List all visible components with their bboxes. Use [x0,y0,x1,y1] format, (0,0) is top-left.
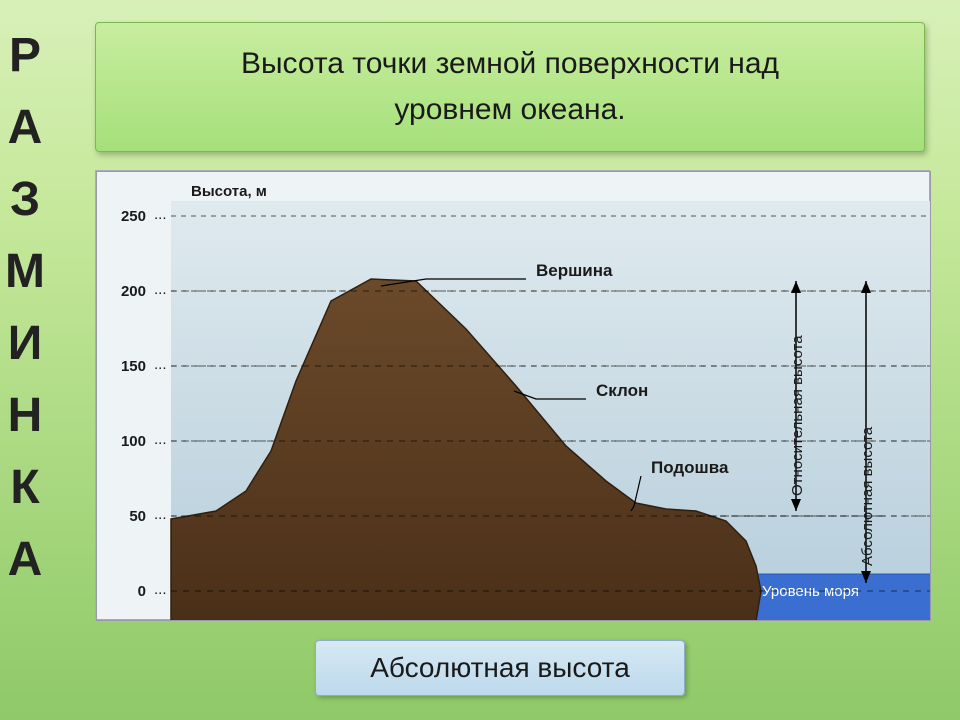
vertical-title-letter: К [5,452,45,524]
title-line-1: Высота точки земной поверхности над [241,47,779,81]
svg-text:150: 150 [121,358,146,375]
answer-text: Абсолютная высота [370,652,630,684]
svg-text:...: ... [154,206,167,223]
svg-text:Высота, м: Высота, м [191,183,267,200]
svg-text:Подошва: Подошва [651,458,729,477]
svg-text:100: 100 [121,433,146,450]
svg-text:0: 0 [138,583,146,600]
svg-text:...: ... [154,506,167,523]
svg-text:Относительная высота: Относительная высота [789,335,806,496]
vertical-title-letter: Р [5,20,45,92]
svg-text:Абсолютная высота: Абсолютная высота [859,426,876,566]
title-line-2: уровнем океана. [394,93,625,127]
title-box: Высота точки земной поверхности над уров… [95,22,925,152]
vertical-title-letter: З [5,164,45,236]
vertical-title-letter: А [5,524,45,596]
vertical-title: РАЗМИНКА [5,20,45,596]
svg-text:50: 50 [129,508,146,525]
vertical-title-letter: А [5,92,45,164]
hill-diagram: Уровень моряВысота, м0...50...100...150.… [96,171,931,621]
svg-text:Склон: Склон [596,381,648,400]
answer-box: Абсолютная высота [315,640,685,696]
vertical-title-letter: М [5,236,45,308]
vertical-title-letter: И [5,308,45,380]
svg-text:...: ... [154,281,167,298]
diagram-panel: Уровень моряВысота, м0...50...100...150.… [95,170,930,620]
svg-text:Вершина: Вершина [536,261,613,280]
vertical-title-letter: Н [5,380,45,452]
svg-text:...: ... [154,581,167,598]
svg-text:200: 200 [121,283,146,300]
svg-text:...: ... [154,431,167,448]
svg-text:...: ... [154,356,167,373]
svg-text:250: 250 [121,208,146,225]
